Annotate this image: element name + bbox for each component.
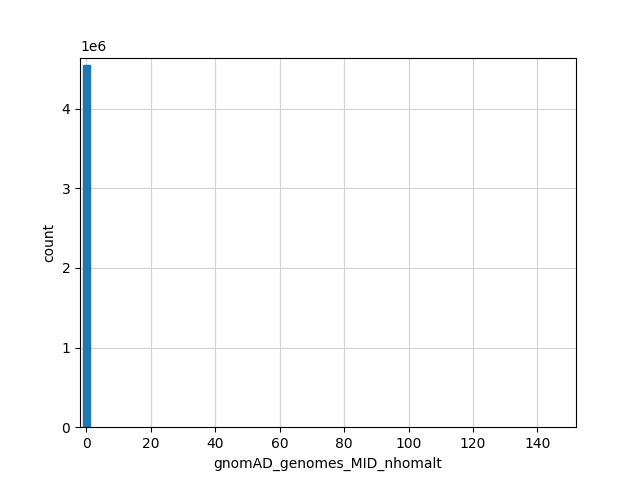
Bar bbox=[83, 65, 90, 427]
Text: 1e6: 1e6 bbox=[80, 40, 106, 54]
X-axis label: gnomAD_genomes_MID_nhomalt: gnomAD_genomes_MID_nhomalt bbox=[214, 456, 442, 470]
Y-axis label: count: count bbox=[42, 223, 56, 262]
